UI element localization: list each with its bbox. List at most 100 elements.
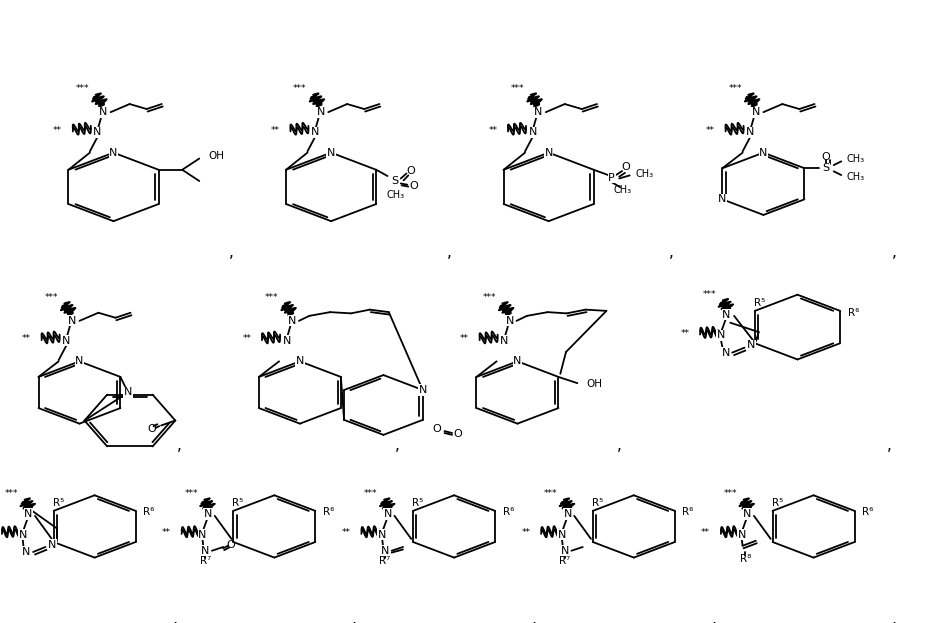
Text: O: O xyxy=(453,429,462,439)
Text: **: ** xyxy=(488,126,498,135)
Text: OH: OH xyxy=(209,151,225,161)
Text: R⁶: R⁶ xyxy=(862,507,873,517)
Text: N: N xyxy=(199,530,206,540)
Text: OH: OH xyxy=(587,379,603,389)
Text: S: S xyxy=(392,176,398,186)
Text: ,: , xyxy=(886,438,892,453)
Text: N: N xyxy=(296,356,304,366)
Text: **: ** xyxy=(53,126,62,135)
Text: N: N xyxy=(283,336,290,346)
Text: ,: , xyxy=(447,245,452,260)
Text: N: N xyxy=(723,310,730,320)
Text: R⁵: R⁵ xyxy=(772,498,783,508)
Text: N: N xyxy=(76,356,83,366)
Text: ***: *** xyxy=(544,489,557,498)
Text: N: N xyxy=(747,340,755,350)
Text: N: N xyxy=(500,336,508,346)
Text: ,: , xyxy=(177,438,183,453)
Text: **: ** xyxy=(22,335,31,343)
Text: N: N xyxy=(62,336,70,346)
Text: ,: , xyxy=(891,245,897,260)
Text: ,: , xyxy=(352,612,358,623)
Text: CH₃: CH₃ xyxy=(847,172,865,182)
Text: **: ** xyxy=(242,335,252,343)
Text: ***: *** xyxy=(724,489,737,498)
Text: N: N xyxy=(289,316,296,326)
Text: N: N xyxy=(68,316,76,326)
Text: N: N xyxy=(124,388,132,397)
Text: R⁷: R⁷ xyxy=(559,556,570,566)
Text: ***: *** xyxy=(482,293,496,302)
Text: CH₃: CH₃ xyxy=(847,155,865,164)
Text: S: S xyxy=(823,163,830,173)
Text: ***: *** xyxy=(184,489,198,498)
Text: **: ** xyxy=(271,126,280,135)
Text: N: N xyxy=(746,127,754,137)
Text: ***: *** xyxy=(364,489,377,498)
Text: O: O xyxy=(822,152,831,162)
Text: N: N xyxy=(534,107,542,117)
Text: N: N xyxy=(311,127,319,137)
Text: N: N xyxy=(564,509,571,519)
Text: **: ** xyxy=(342,528,351,537)
Text: O: O xyxy=(622,162,630,173)
Text: **: ** xyxy=(521,528,531,537)
Text: R⁵: R⁵ xyxy=(412,498,424,508)
Text: N: N xyxy=(204,509,212,519)
Text: R⁶: R⁶ xyxy=(323,507,334,517)
Text: O: O xyxy=(226,540,236,549)
Text: ***: *** xyxy=(293,84,307,93)
Text: ***: *** xyxy=(265,293,278,302)
Text: ***: *** xyxy=(76,84,89,93)
Text: ***: *** xyxy=(5,489,18,498)
Text: N: N xyxy=(110,148,117,158)
Text: R⁵: R⁵ xyxy=(233,498,244,508)
Text: CH₃: CH₃ xyxy=(386,189,404,200)
Text: N: N xyxy=(378,530,386,540)
Text: N: N xyxy=(558,530,566,540)
Text: ***: *** xyxy=(44,293,58,302)
Text: R⁵: R⁵ xyxy=(53,498,64,508)
Text: ,: , xyxy=(891,612,897,623)
Text: N: N xyxy=(529,127,536,137)
Text: N: N xyxy=(23,547,30,557)
Text: N: N xyxy=(506,316,514,326)
Text: N: N xyxy=(545,148,552,158)
Text: N: N xyxy=(561,546,569,556)
Text: N: N xyxy=(760,148,767,158)
Text: N: N xyxy=(744,509,751,519)
Text: **: ** xyxy=(162,528,171,537)
Text: R⁶: R⁶ xyxy=(682,507,693,517)
Text: ,: , xyxy=(669,245,674,260)
Text: N: N xyxy=(738,530,745,540)
Text: O: O xyxy=(432,424,441,434)
Text: R⁷: R⁷ xyxy=(200,556,211,566)
Text: ,: , xyxy=(617,438,622,453)
Text: R⁷: R⁷ xyxy=(379,556,391,566)
Text: N: N xyxy=(94,127,101,137)
Text: N: N xyxy=(25,509,32,519)
Text: O: O xyxy=(148,424,156,434)
Text: R⁶: R⁶ xyxy=(502,507,514,517)
Text: **: ** xyxy=(460,335,469,343)
Text: CH₃: CH₃ xyxy=(613,184,631,195)
Text: N: N xyxy=(19,530,26,540)
Text: ***: *** xyxy=(511,84,524,93)
Text: N: N xyxy=(317,107,324,117)
Text: N: N xyxy=(418,385,427,395)
Text: N: N xyxy=(717,330,725,340)
Text: O: O xyxy=(410,181,418,191)
Text: N: N xyxy=(327,148,335,158)
Text: ,: , xyxy=(394,438,400,453)
Text: O: O xyxy=(407,166,415,176)
Text: ***: *** xyxy=(703,290,716,298)
Text: ,: , xyxy=(532,612,537,623)
Text: ,: , xyxy=(711,612,717,623)
Text: **: ** xyxy=(701,528,710,537)
Text: N: N xyxy=(718,194,727,204)
Text: R⁵: R⁵ xyxy=(754,298,765,308)
Text: N: N xyxy=(752,107,760,117)
Text: R⁶: R⁶ xyxy=(848,308,859,318)
Text: N: N xyxy=(381,546,389,556)
Text: R⁸: R⁸ xyxy=(740,554,751,564)
